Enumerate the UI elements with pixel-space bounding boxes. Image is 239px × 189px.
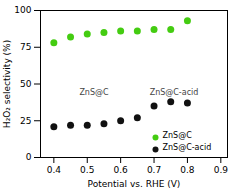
svg-text:0.9: 0.9	[214, 165, 229, 175]
svg-text:0: 0	[26, 152, 32, 162]
svg-text:ZnS@C-acid: ZnS@C-acid	[163, 143, 212, 152]
svg-text:50: 50	[20, 79, 32, 89]
svg-text:0.5: 0.5	[80, 165, 94, 175]
svg-text:ZnS@C: ZnS@C	[79, 88, 109, 97]
svg-text:Potential vs. RHE (V): Potential vs. RHE (V)	[88, 179, 181, 189]
svg-text:100: 100	[14, 5, 31, 15]
svg-text:0.4: 0.4	[47, 165, 62, 175]
svg-text:0.6: 0.6	[113, 165, 128, 175]
svg-text:75: 75	[20, 42, 31, 52]
svg-text:25: 25	[20, 116, 31, 126]
svg-text:ZnS@C: ZnS@C	[163, 131, 193, 140]
svg-text:0.7: 0.7	[147, 165, 161, 175]
svg-text:0.8: 0.8	[180, 165, 195, 175]
svg-text:H₂O₂ selectivity (%): H₂O₂ selectivity (%)	[2, 40, 12, 128]
svg-text:ZnS@C-acid: ZnS@C-acid	[150, 88, 199, 97]
